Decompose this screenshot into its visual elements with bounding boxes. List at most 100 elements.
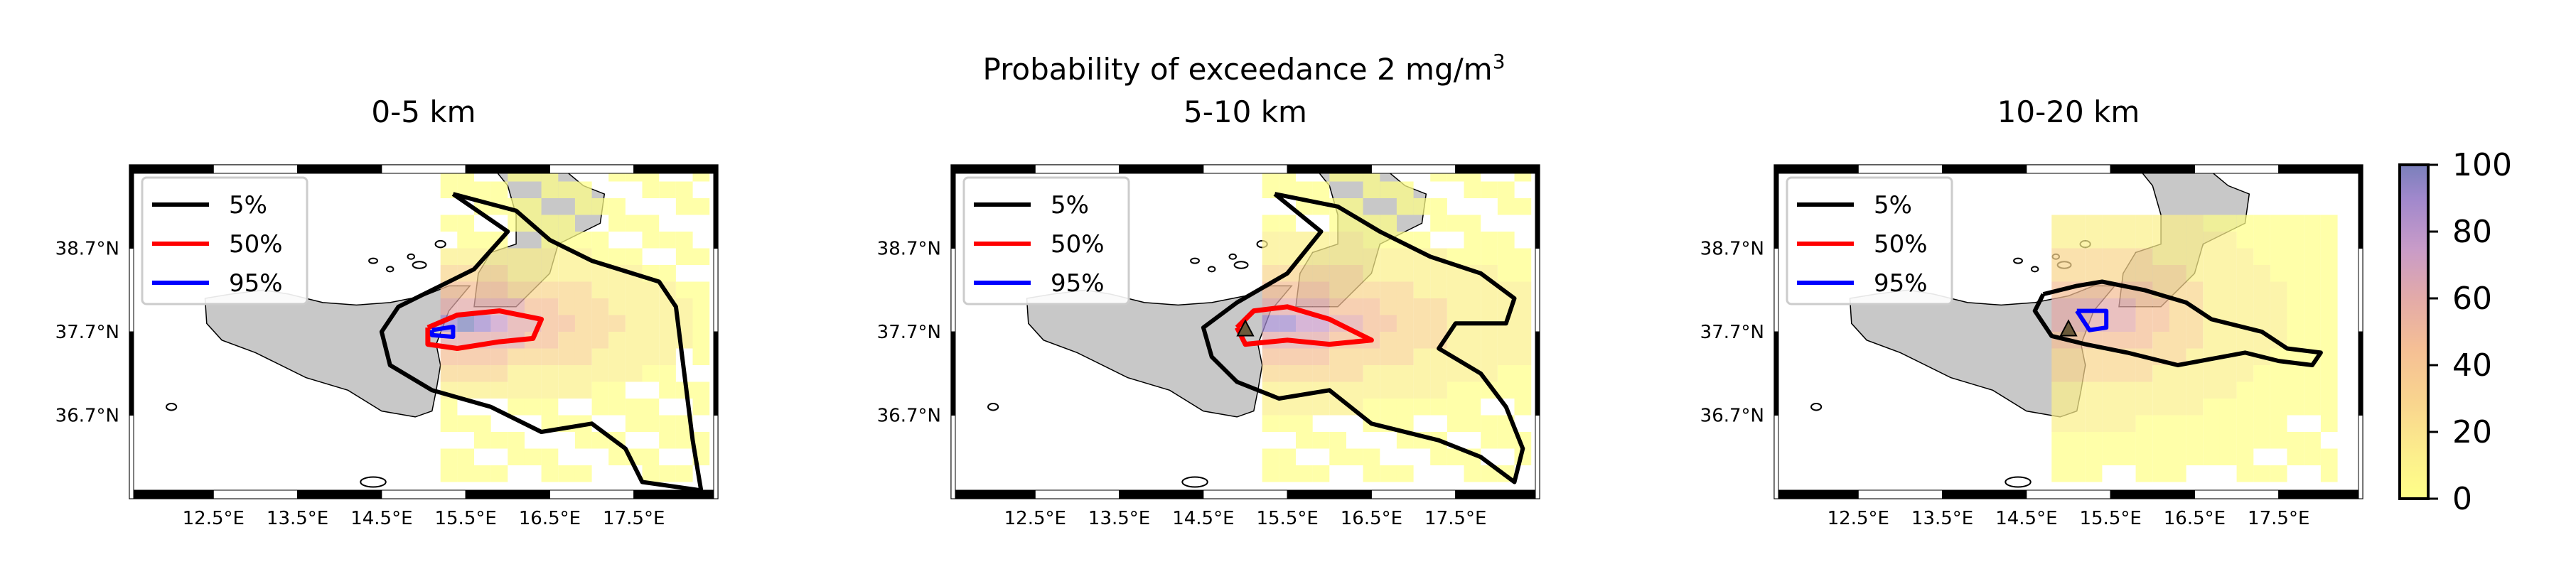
probability-cell [2287, 365, 2304, 382]
probability-cell [490, 248, 508, 265]
probability-cell [2186, 415, 2204, 432]
probability-cell [2085, 448, 2103, 465]
probability-cell [659, 415, 676, 432]
probability-cell [2304, 399, 2321, 416]
probability-cell [1296, 465, 1313, 482]
probability-cell [474, 348, 491, 365]
frame-segment [2194, 489, 2280, 499]
probability-cell [474, 232, 491, 249]
probability-cell [2320, 381, 2338, 399]
frame-segment [2026, 164, 2111, 174]
probability-cell [2085, 399, 2103, 416]
probability-cell [1312, 348, 1330, 365]
figure-title: Probability of exceedance 2 mg/m3 [982, 50, 1505, 87]
probability-cell [1481, 232, 1498, 249]
probability-cell [2135, 298, 2153, 315]
legend: 5% 50% 95% [141, 176, 308, 305]
probability-cell [2287, 232, 2304, 249]
probability-cell [2135, 215, 2153, 232]
x-tick-label: 12.5°E [1828, 508, 1889, 529]
probability-cell [440, 215, 458, 232]
probability-cell [2085, 265, 2103, 282]
probability-cell [1296, 265, 1313, 282]
probability-cell [591, 198, 609, 215]
probability-cell [1396, 332, 1414, 349]
probability-cell [2320, 281, 2338, 298]
legend: 5% 50% 95% [1786, 176, 1953, 305]
probability-cell [2219, 399, 2237, 416]
probability-cell [1296, 315, 1313, 332]
probability-cell [2236, 332, 2254, 349]
probability-cell [1329, 298, 1346, 315]
probability-cell [1396, 365, 1414, 382]
probability-cell [574, 465, 592, 482]
probability-cell [1514, 315, 1532, 332]
probability-cell [1363, 181, 1380, 198]
probability-cell [1363, 298, 1380, 315]
probability-cell [591, 281, 609, 298]
probability-cell [2068, 348, 2086, 365]
frame-segment [2110, 164, 2195, 174]
probability-cell [2152, 448, 2169, 465]
x-tick-label: 13.5°E [1088, 508, 1150, 529]
probability-cell [2253, 215, 2270, 232]
probability-cell [1279, 348, 1296, 365]
probability-cell [1430, 265, 1447, 282]
islet [1190, 257, 1200, 264]
frame-segment [129, 489, 214, 499]
probability-cell [2236, 232, 2254, 249]
probability-cell [1346, 232, 1363, 249]
probability-cell [1497, 181, 1515, 198]
legend-label: 50% [229, 230, 283, 259]
probability-cell [1447, 365, 1464, 382]
probability-cell [1279, 399, 1296, 416]
probability-cell [2236, 265, 2254, 282]
probability-cell [1413, 348, 1431, 365]
frame-segment [2278, 489, 2363, 499]
probability-cell [474, 432, 491, 449]
probability-cell [1262, 399, 1279, 416]
probability-cell [2169, 432, 2186, 449]
islet [987, 403, 999, 411]
probability-cell [2169, 448, 2186, 465]
frame-segment [950, 489, 1036, 499]
probability-cell [2304, 365, 2321, 382]
probability-cell [541, 332, 559, 349]
probability-cell [1413, 198, 1431, 215]
probability-cell [558, 215, 575, 232]
probability-cell [541, 181, 559, 198]
probability-cell [457, 281, 474, 298]
probability-cell [642, 281, 660, 298]
probability-cell [2320, 415, 2338, 432]
frame-segment [713, 331, 719, 416]
probability-cell [642, 315, 660, 332]
probability-cell [2253, 265, 2270, 282]
probability-cell [1396, 265, 1414, 282]
probability-cell [2085, 248, 2103, 265]
probability-cell [574, 432, 592, 449]
map-panel-1: 0-5 km 12.5°E 13.5°E 14.5°E 15.5°E 16.5°E 17.5… [55, 94, 719, 529]
probability-cell [625, 332, 643, 349]
probability-cell [2068, 215, 2086, 232]
probability-cell [2219, 281, 2237, 298]
frame-segment [1942, 489, 2027, 499]
probability-cell [2320, 265, 2338, 282]
probability-cell [2102, 348, 2119, 365]
probability-cell [508, 448, 525, 465]
probability-cell [574, 198, 592, 215]
probability-cell [2051, 415, 2068, 432]
probability-cell [2219, 448, 2237, 465]
probability-cell [1430, 198, 1447, 215]
frame-segment [1942, 164, 2027, 174]
probability-cell [1363, 348, 1380, 365]
probability-cell [1430, 315, 1447, 332]
probability-cell [642, 215, 660, 232]
probability-cell [675, 232, 693, 249]
probability-cell [541, 215, 559, 232]
probability-cell [1514, 198, 1532, 215]
probability-cell [524, 448, 542, 465]
islet [368, 257, 378, 264]
probability-cell [2102, 432, 2119, 449]
probability-cell [1380, 265, 1397, 282]
probability-cell [1346, 298, 1363, 315]
